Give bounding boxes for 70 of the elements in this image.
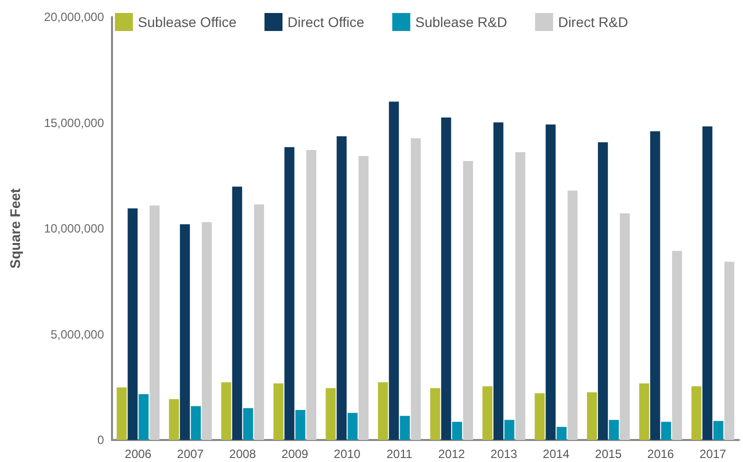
y-axis-title: Square Feet — [7, 188, 23, 269]
y-tick-label: 10,000,000 — [44, 222, 104, 236]
bar — [190, 406, 201, 440]
bar — [116, 387, 127, 440]
x-tick-label: 2017 — [700, 447, 727, 461]
bar — [441, 117, 452, 440]
bar — [378, 382, 388, 440]
y-tick-label: 20,000,000 — [44, 10, 104, 24]
bar — [608, 420, 619, 440]
bar — [639, 383, 650, 440]
bar — [661, 422, 672, 440]
x-tick-label: 2014 — [542, 447, 570, 461]
bar — [180, 224, 190, 440]
bar — [568, 190, 578, 440]
x-tick-label: 2013 — [490, 447, 518, 461]
bar — [232, 186, 242, 440]
bar — [713, 420, 724, 440]
bar — [650, 131, 660, 440]
x-tick-label: 2008 — [229, 447, 256, 461]
bar — [504, 420, 514, 440]
bar — [202, 222, 212, 440]
bar — [691, 386, 702, 440]
bar — [273, 383, 284, 440]
bar — [586, 392, 597, 440]
x-tick-label: 2016 — [647, 447, 674, 461]
bar — [358, 156, 369, 440]
bar — [482, 386, 492, 440]
bar — [150, 205, 160, 440]
bar — [168, 399, 179, 440]
bar — [410, 138, 421, 440]
legend-label: Sublease Office — [138, 14, 237, 30]
bar — [138, 394, 149, 440]
bar — [348, 412, 358, 440]
bar — [306, 150, 316, 440]
bar — [430, 388, 440, 440]
bar — [463, 161, 474, 440]
bar — [452, 422, 462, 440]
bar — [724, 262, 734, 440]
bar — [243, 408, 254, 440]
y-tick-label: 0 — [97, 433, 104, 447]
bar — [336, 136, 347, 440]
bar — [556, 426, 567, 440]
bar — [515, 152, 526, 440]
bar — [388, 102, 399, 440]
y-tick-label: 5,000,000 — [50, 327, 104, 342]
bar — [326, 388, 336, 440]
x-tick-label: 2007 — [177, 447, 204, 461]
bar — [598, 142, 608, 440]
bar — [534, 393, 545, 440]
x-tick-label: 2015 — [595, 447, 622, 461]
bar — [672, 250, 682, 440]
bar — [221, 382, 232, 440]
legend-label: Sublease R&D — [415, 14, 508, 30]
bar — [128, 208, 138, 440]
x-tick-label: 2011 — [386, 447, 413, 461]
legend-label: Direct R&D — [558, 14, 628, 30]
bar — [254, 204, 264, 440]
y-tick-label: 15,000,000 — [44, 116, 104, 130]
bar — [295, 410, 306, 440]
x-tick-label: 2006 — [124, 447, 152, 461]
bar — [702, 126, 712, 440]
bar — [400, 416, 410, 440]
x-tick-label: 2012 — [438, 447, 466, 461]
bar — [284, 147, 294, 440]
x-tick-label: 2009 — [282, 447, 309, 461]
x-tick-label: 2010 — [334, 447, 361, 461]
legend-label: Direct Office — [287, 14, 364, 30]
bar — [620, 213, 630, 440]
bar — [546, 124, 556, 440]
bar — [493, 122, 504, 440]
